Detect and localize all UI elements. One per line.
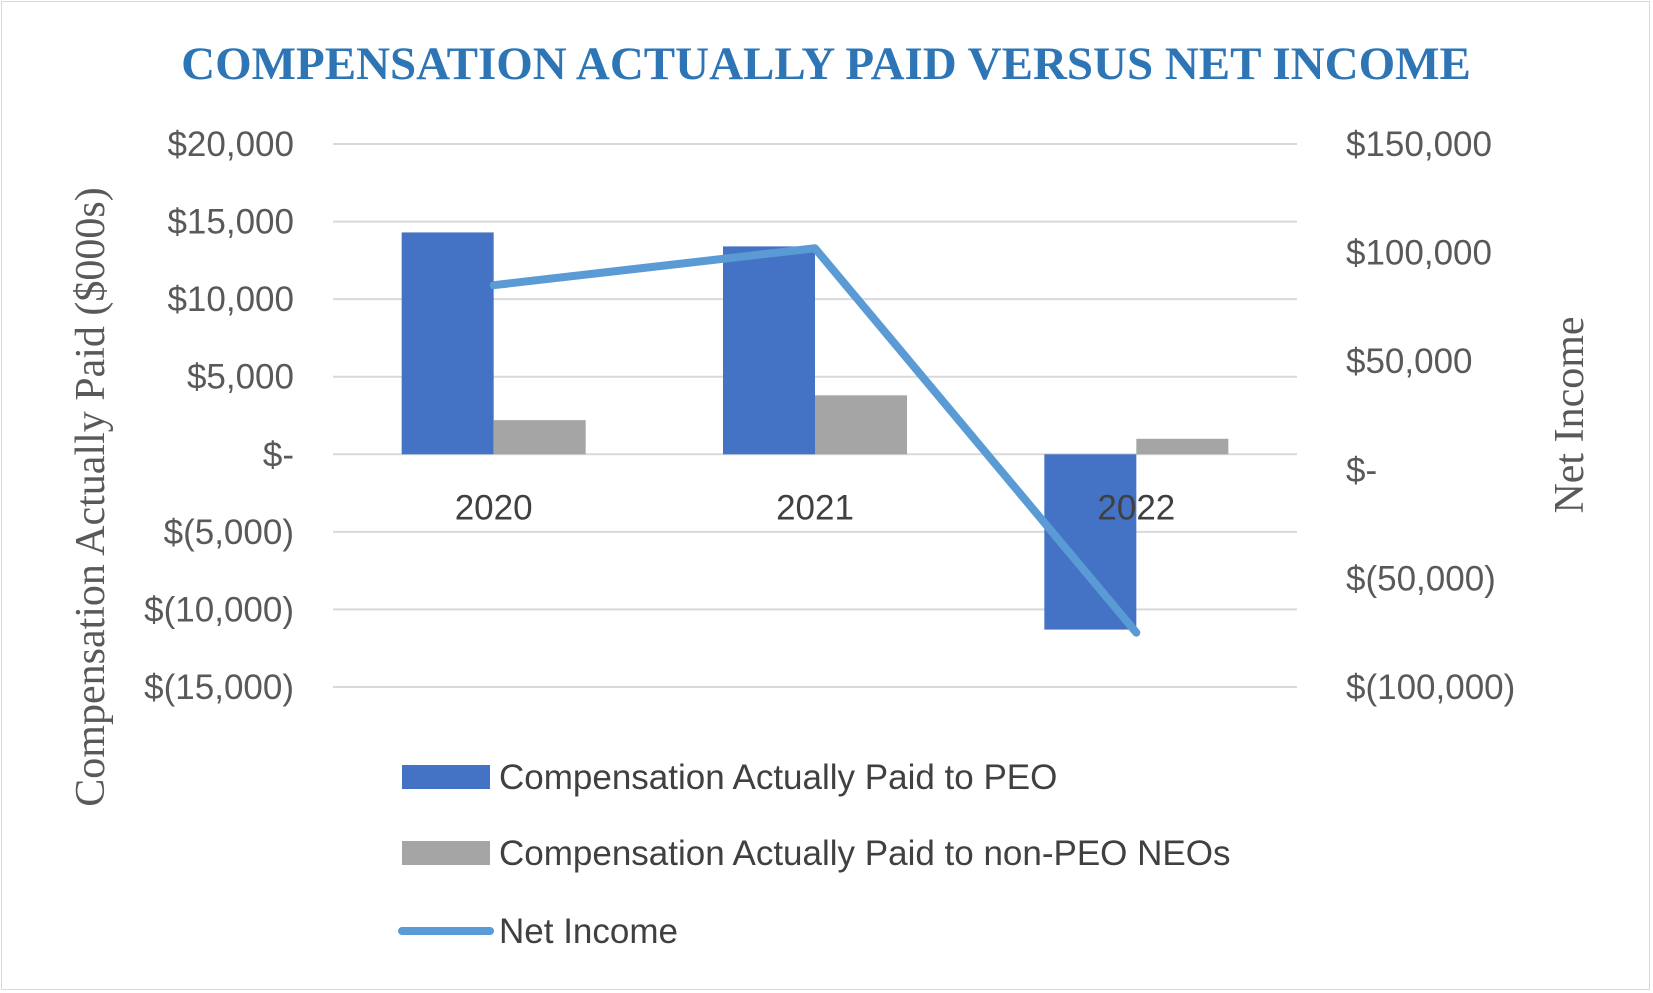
right-tick-label: $150,000 xyxy=(1346,125,1492,164)
right-axis-title: Net Income xyxy=(1547,316,1593,513)
bar-non-peo-2022 xyxy=(1136,438,1229,455)
left-axis-ticks: $20,000 $15,000 $10,000 $5,000 $- $(5,000) $(1… xyxy=(144,125,294,707)
bar-peo-2020 xyxy=(401,232,494,455)
left-tick-label: $- xyxy=(263,435,294,474)
net-income-line xyxy=(489,244,1141,637)
bar-non-peo-2020 xyxy=(493,420,586,455)
right-tick-label: $(50,000) xyxy=(1346,559,1496,598)
left-tick-label: $20,000 xyxy=(167,125,294,164)
legend-label: Net Income xyxy=(499,912,678,951)
right-tick-label: $- xyxy=(1346,451,1377,490)
bars xyxy=(401,232,1229,630)
right-tick-label: $100,000 xyxy=(1346,234,1492,273)
legend-label: Compensation Actually Paid to PEO xyxy=(499,758,1057,797)
left-tick-label: $5,000 xyxy=(187,358,294,397)
left-tick-label: $15,000 xyxy=(167,203,294,242)
legend-label: Compensation Actually Paid to non-PEO NE… xyxy=(499,834,1230,873)
left-axis-title: Compensation Actually Paid ($000s) xyxy=(68,187,114,806)
category-label: 2021 xyxy=(776,488,854,527)
chart-title: COMPENSATION ACTUALLY PAID VERSUS NET IN… xyxy=(181,38,1471,90)
legend-swatch xyxy=(402,841,490,865)
right-axis-ticks: $150,000 $100,000 $50,000 $- $(50,000) $(100,… xyxy=(1346,125,1515,707)
category-labels: 2020 2021 2022 xyxy=(455,488,1176,527)
legend: Compensation Actually Paid to PEO Compens… xyxy=(398,758,1230,951)
right-tick-label: $50,000 xyxy=(1346,342,1473,381)
left-tick-label: $(5,000) xyxy=(164,513,294,552)
legend-swatch xyxy=(402,765,490,789)
left-tick-label: $(10,000) xyxy=(144,590,294,629)
right-tick-label: $(100,000) xyxy=(1346,668,1515,707)
lines xyxy=(489,244,1141,637)
category-label: 2022 xyxy=(1097,488,1175,527)
category-label: 2020 xyxy=(455,488,533,527)
bar-non-peo-2021 xyxy=(815,395,907,455)
bar-peo-2021 xyxy=(723,246,815,455)
left-tick-label: $10,000 xyxy=(167,280,294,319)
left-tick-label: $(15,000) xyxy=(144,668,294,707)
